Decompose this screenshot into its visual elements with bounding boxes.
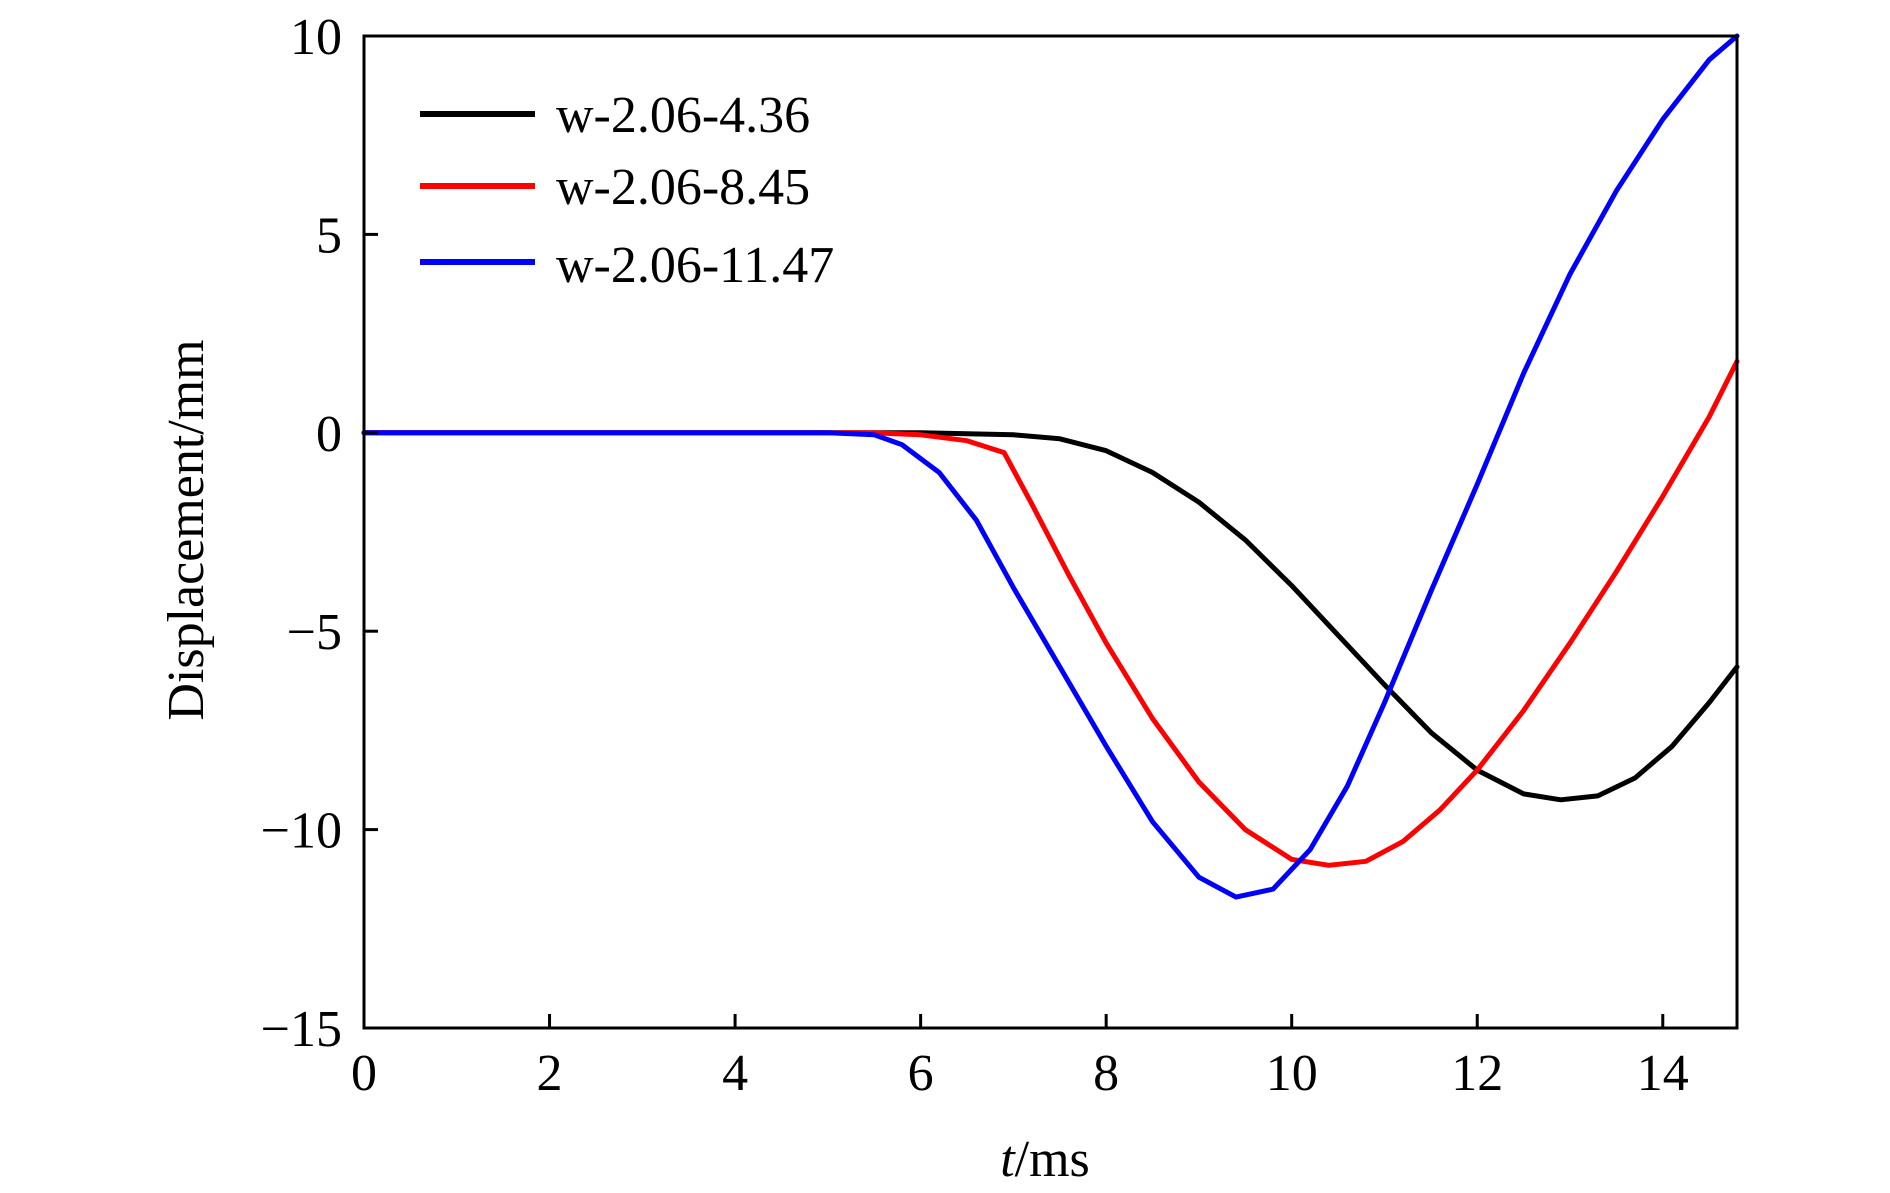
x-tick-label: 4 (722, 1045, 748, 1102)
legend-item: w-2.06-11.47 (420, 237, 834, 294)
legend-label: w-2.06-4.36 (556, 87, 810, 144)
x-tick-label: 10 (1266, 1045, 1318, 1102)
y-ticks: 10 5 0 −5 −10 −15 (261, 9, 378, 1058)
legend: w-2.06-4.36 w-2.06-8.45 w-2.06-11.47 (420, 87, 834, 294)
legend-label: w-2.06-8.45 (556, 159, 810, 216)
legend-item: w-2.06-4.36 (420, 87, 810, 144)
series-line-1 (361, 430, 1740, 803)
y-axis-label: Displacement/mm (158, 339, 215, 720)
x-axis-label-unit: /ms (1015, 1131, 1090, 1188)
x-tick-label: 14 (1637, 1045, 1689, 1102)
legend-item: w-2.06-8.45 (420, 159, 810, 216)
series-line-2 (361, 358, 1740, 868)
y-tick-label: 5 (316, 207, 342, 264)
series-line-3 (361, 33, 1740, 900)
legend-label: w-2.06-11.47 (556, 237, 834, 294)
plot-frame (362, 34, 1739, 1030)
y-tick-label: −5 (287, 604, 342, 661)
x-axis-label: t/ms (1000, 1131, 1090, 1188)
x-ticks: 0 2 4 6 8 10 12 14 (351, 1014, 1689, 1102)
x-tick-label: 8 (1093, 1045, 1119, 1102)
x-tick-label: 2 (537, 1045, 563, 1102)
x-tick-label: 12 (1451, 1045, 1503, 1102)
x-axis-label-italic: t (1000, 1131, 1016, 1188)
y-tick-label: −10 (261, 803, 342, 860)
y-tick-label: 10 (290, 9, 342, 66)
series-lines (361, 33, 1740, 900)
y-tick-label: −15 (261, 1001, 342, 1058)
x-tick-label: 6 (908, 1045, 934, 1102)
y-tick-label: 0 (316, 406, 342, 463)
x-tick-label: 0 (351, 1045, 377, 1102)
